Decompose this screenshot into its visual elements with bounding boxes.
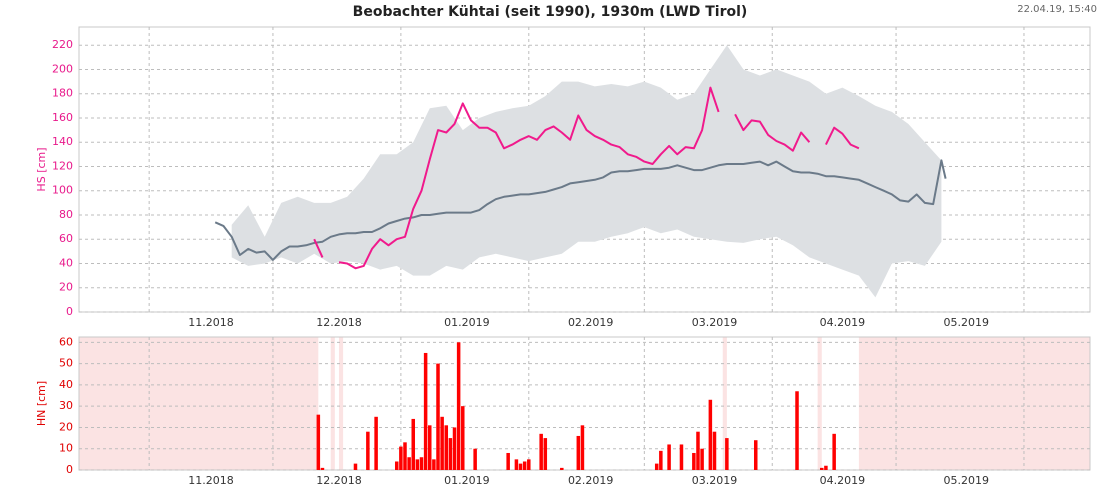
bar [795, 391, 799, 470]
bar [820, 467, 824, 470]
no-data-zone [330, 337, 335, 470]
bar [527, 459, 531, 470]
y-tick-label: 50 [59, 357, 73, 370]
bar [374, 416, 378, 470]
bar [432, 459, 436, 470]
bar [473, 448, 477, 470]
bar [407, 457, 411, 470]
x-tick-label: 01.2019 [444, 474, 490, 487]
y-tick-label: 40 [59, 256, 73, 269]
y-tick-label: 200 [52, 62, 73, 75]
bar [560, 467, 564, 470]
series-line [214, 159, 947, 261]
y-tick-label: 10 [59, 442, 73, 455]
timestamp: 22.04.19, 15:40 [1017, 4, 1097, 15]
chart-title: Beobachter Kühtai (seit 1990), 1930m (LW… [353, 4, 748, 20]
x-tick-label: 04.2019 [820, 316, 866, 329]
bar [423, 352, 428, 470]
bar [448, 438, 453, 470]
bar [539, 433, 543, 470]
bar [403, 442, 407, 470]
no-data-zone [722, 337, 727, 470]
y-tick-label: 40 [59, 378, 73, 391]
x-tick-label: 11.2018 [188, 316, 234, 329]
bar [353, 463, 358, 470]
y-tick-label: 180 [52, 87, 73, 100]
bar [708, 399, 713, 470]
bar [415, 459, 420, 470]
x-tick-label: 03.2019 [692, 474, 738, 487]
range-band [231, 45, 942, 298]
bar [753, 440, 758, 470]
y-tick-label: 30 [59, 399, 73, 412]
x-tick-label: 11.2018 [188, 474, 234, 487]
bar [419, 457, 424, 470]
y-tick-label: 100 [52, 184, 73, 197]
bar [543, 438, 548, 470]
no-data-zone [79, 337, 319, 470]
y-tick-label: 120 [52, 159, 73, 172]
bar [659, 450, 663, 470]
x-tick-label: 12.2018 [316, 316, 362, 329]
y-tick-label: 140 [52, 135, 73, 148]
y-axis-label: HN [cm] [35, 381, 48, 426]
bar [436, 363, 440, 470]
y-tick-label: 20 [59, 420, 73, 433]
bar [679, 444, 684, 470]
y-tick-label: 60 [59, 335, 73, 348]
bar [824, 465, 828, 470]
bar [444, 425, 449, 470]
y-tick-label: 80 [59, 208, 73, 221]
bar [316, 414, 321, 470]
bar [394, 461, 399, 470]
y-tick-label: 160 [52, 111, 73, 124]
y-tick-label: 60 [59, 232, 73, 245]
no-data-zone [817, 337, 822, 470]
bar [576, 435, 581, 470]
bar [452, 427, 457, 470]
bar [518, 463, 523, 470]
bar [667, 444, 671, 470]
y-tick-label: 0 [66, 305, 73, 318]
y-axis-label: HS [cm] [35, 147, 48, 191]
x-tick-label: 02.2019 [568, 316, 614, 329]
bar [506, 452, 510, 470]
bar [428, 425, 432, 470]
bar [366, 431, 370, 470]
y-tick-label: 0 [66, 463, 73, 476]
no-data-zone [338, 337, 344, 470]
no-data-zone [858, 337, 1090, 470]
bar [580, 425, 585, 470]
bar [440, 416, 444, 470]
bar [696, 431, 700, 470]
bar [654, 463, 659, 470]
y-tick-label: 220 [52, 38, 73, 51]
x-tick-label: 03.2019 [692, 316, 738, 329]
bar [456, 342, 461, 470]
bar [700, 448, 704, 470]
bar [461, 406, 465, 470]
bar [522, 461, 527, 470]
x-tick-label: 05.2019 [943, 474, 989, 487]
bar [712, 431, 717, 470]
x-tick-label: 02.2019 [568, 474, 614, 487]
x-tick-label: 01.2019 [444, 316, 490, 329]
x-tick-label: 12.2018 [316, 474, 362, 487]
bar [399, 446, 403, 470]
bar [725, 438, 729, 470]
y-tick-label: 20 [59, 281, 73, 294]
series-line [313, 86, 860, 270]
bar [514, 459, 519, 470]
bar [320, 467, 325, 470]
x-tick-label: 05.2019 [943, 316, 989, 329]
bar [411, 418, 416, 470]
x-tick-label: 04.2019 [820, 474, 866, 487]
bar [832, 433, 836, 470]
bar [692, 452, 696, 470]
